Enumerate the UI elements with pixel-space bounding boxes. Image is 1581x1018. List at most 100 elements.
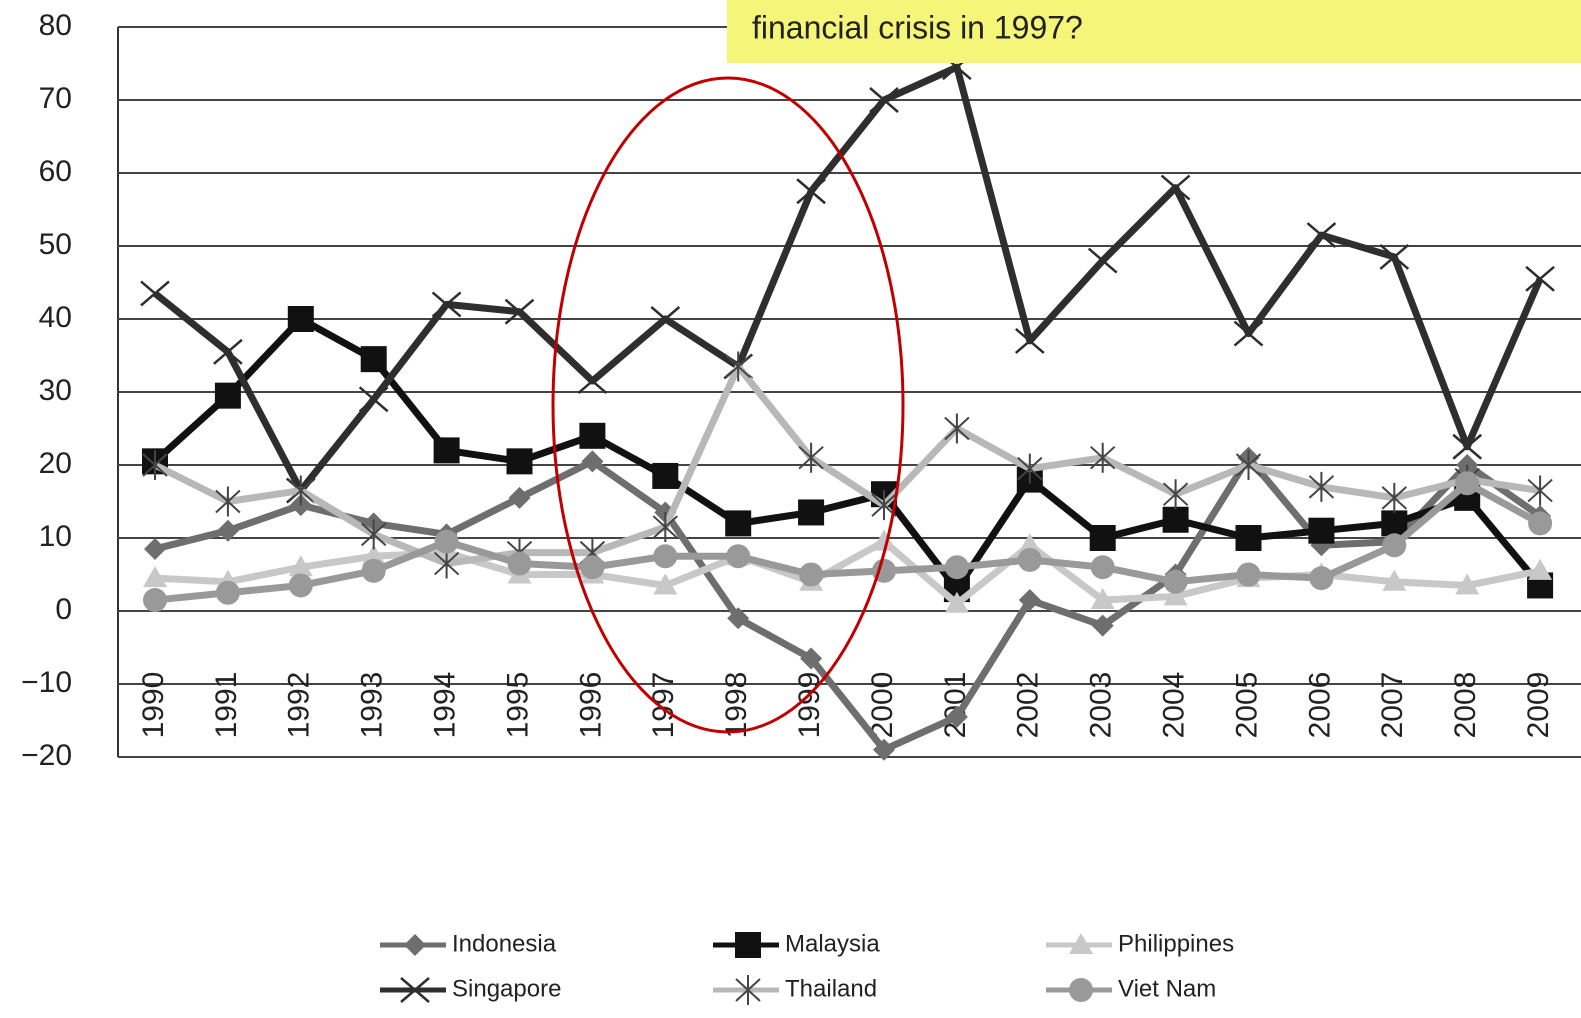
marker xyxy=(361,544,386,566)
marker xyxy=(1525,265,1555,292)
y-tick-label: 80 xyxy=(39,9,72,42)
x-tick-label: 1994 xyxy=(429,672,462,739)
marker xyxy=(360,346,387,373)
plot xyxy=(140,54,1555,761)
x-tick-label: 2006 xyxy=(1303,672,1336,739)
y-tick-label: 60 xyxy=(39,155,72,188)
marker xyxy=(1090,442,1116,473)
marker xyxy=(1069,933,1093,954)
x-tick-label: 2002 xyxy=(1012,672,1045,739)
y-tick-label: 0 xyxy=(55,593,72,626)
marker xyxy=(1162,506,1189,533)
marker xyxy=(1014,327,1045,354)
marker xyxy=(1069,978,1093,1002)
marker xyxy=(288,475,314,506)
x-tick-label: 2008 xyxy=(1449,672,1482,739)
legend-label: Indonesia xyxy=(452,930,557,957)
marker xyxy=(1308,517,1335,544)
x-tick-label: 2004 xyxy=(1158,672,1191,739)
legend-label: Thailand xyxy=(785,975,877,1002)
marker xyxy=(358,386,389,413)
marker xyxy=(361,519,387,550)
marker xyxy=(1017,453,1043,484)
x-tick-label: 1997 xyxy=(647,672,680,739)
legend-label: Philippines xyxy=(1118,930,1234,957)
marker xyxy=(944,591,969,613)
x-tick-label: 2003 xyxy=(1085,672,1118,739)
legend-entry: Indonesia xyxy=(380,930,557,957)
marker xyxy=(735,975,761,1005)
marker xyxy=(1455,471,1480,496)
marker xyxy=(508,486,531,509)
marker xyxy=(796,178,826,205)
marker xyxy=(798,442,824,473)
marker xyxy=(1163,569,1188,594)
marker xyxy=(143,566,167,588)
marker xyxy=(944,555,969,580)
legend-entry: Philippines xyxy=(1046,930,1234,957)
marker xyxy=(652,462,679,489)
marker xyxy=(653,544,678,569)
legend-label: Malaysia xyxy=(785,930,880,957)
x-tick-label: 1992 xyxy=(283,672,316,739)
y-tick-label: 70 xyxy=(39,82,72,115)
marker xyxy=(727,607,750,630)
marker xyxy=(1017,533,1042,555)
annotation: financial crisis in 1997? xyxy=(752,9,1083,45)
marker xyxy=(579,422,606,449)
marker xyxy=(1090,588,1115,610)
marker xyxy=(214,382,241,409)
marker xyxy=(1090,555,1115,580)
y-tick-label: 30 xyxy=(39,374,72,407)
highlight-ellipse xyxy=(551,76,905,734)
y-tick-label: 40 xyxy=(39,301,72,334)
legend-entry: Singapore xyxy=(380,975,561,1003)
marker xyxy=(1381,510,1408,537)
marker xyxy=(215,580,240,605)
x-tick-label: 1995 xyxy=(501,672,534,739)
marker xyxy=(798,499,825,526)
marker xyxy=(1017,547,1042,572)
marker xyxy=(580,555,605,580)
y-tick-label: −10 xyxy=(21,666,72,699)
marker xyxy=(288,573,313,598)
marker xyxy=(506,448,533,475)
marker xyxy=(288,555,313,577)
x-tick-label: 1991 xyxy=(210,672,243,739)
marker xyxy=(869,87,899,113)
marker xyxy=(577,368,608,394)
marker xyxy=(213,338,243,365)
marker xyxy=(581,450,604,473)
y-tick-label: −20 xyxy=(21,739,72,772)
marker xyxy=(1452,433,1483,460)
legend-label: Viet Nam xyxy=(1118,975,1216,1002)
marker xyxy=(1306,222,1337,248)
series-line xyxy=(154,479,1542,604)
marker xyxy=(142,450,168,480)
marker xyxy=(287,306,314,332)
x-tick-label: 2007 xyxy=(1376,672,1409,739)
marker xyxy=(1527,475,1553,506)
marker xyxy=(1233,320,1264,347)
legend-entry: Malaysia xyxy=(713,930,880,958)
marker xyxy=(1235,525,1262,551)
marker xyxy=(1162,479,1189,510)
marker xyxy=(143,588,167,613)
marker xyxy=(1091,614,1114,637)
x-tick-label: 1998 xyxy=(720,672,753,739)
marker xyxy=(1163,584,1188,606)
legend-entry: Thailand xyxy=(713,975,877,1005)
marker xyxy=(1235,450,1262,480)
y-tick-label: 10 xyxy=(39,520,72,553)
x-tick-label: 1990 xyxy=(137,672,170,739)
y-tick-label: 50 xyxy=(39,228,72,261)
legend-entry: Viet Nam xyxy=(1046,975,1216,1002)
marker xyxy=(1308,471,1335,502)
marker xyxy=(404,934,426,956)
series-line xyxy=(153,362,1541,568)
marker xyxy=(434,529,459,554)
x-tick-label: 1993 xyxy=(356,672,389,739)
marker xyxy=(653,573,678,595)
marker xyxy=(944,413,970,444)
